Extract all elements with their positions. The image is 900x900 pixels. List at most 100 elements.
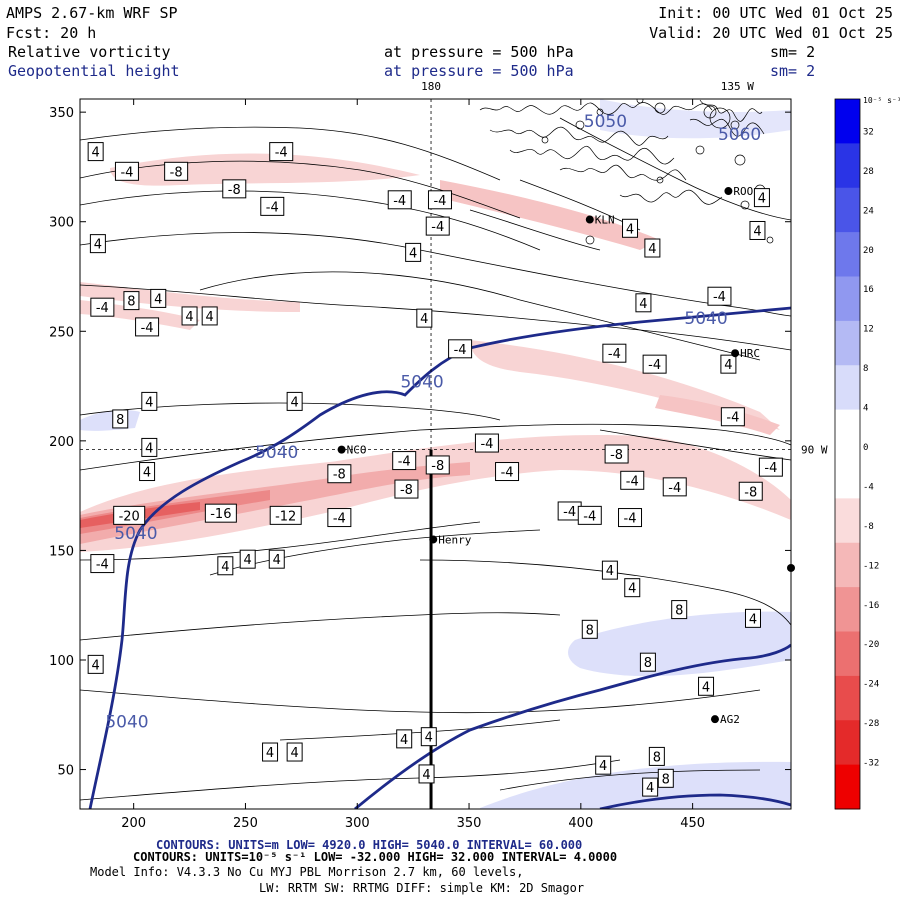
vorticity-label-text: 4 bbox=[606, 564, 614, 579]
vorticity-label-text: -8 bbox=[610, 448, 623, 463]
vorticity-label-text: -4 bbox=[626, 474, 639, 489]
station-marker: ROO bbox=[724, 185, 753, 198]
vorticity-label-box bbox=[753, 188, 770, 208]
vorticity-label-box bbox=[420, 727, 437, 747]
colorbar-label: -8 bbox=[863, 522, 874, 532]
height-label: 5040 bbox=[114, 524, 157, 544]
vorticity-label: -4 bbox=[90, 297, 115, 317]
vorticity-label-box bbox=[260, 196, 285, 216]
vorticity-label: -4 bbox=[602, 343, 627, 363]
vorticity-label-box bbox=[222, 179, 247, 199]
vorticity-label-text: -8 bbox=[170, 165, 183, 180]
top-axis-label: 135 W bbox=[721, 80, 754, 93]
field2-level: at pressure = 500 hPa bbox=[384, 62, 574, 80]
forecast-hour: Fcst: 20 h bbox=[6, 24, 96, 42]
height-label: 5050 bbox=[584, 112, 627, 132]
colorbar-segment bbox=[835, 631, 860, 677]
vorticity-label-text: 4 bbox=[92, 146, 100, 161]
colorbar-segment bbox=[835, 498, 860, 544]
vorticity-label-box bbox=[642, 354, 667, 374]
colorbar-label: 4 bbox=[863, 404, 868, 414]
vorticity-label: 4 bbox=[217, 556, 234, 576]
footer-vorticity-contours: CONTOURS: UNITS=10⁻⁵ s⁻¹ LOW= -32.000 HI… bbox=[133, 850, 617, 864]
vorticity-label: 4 bbox=[624, 578, 641, 598]
vorticity-label-box bbox=[112, 409, 129, 429]
vorticity-label: -4 bbox=[327, 508, 352, 528]
vorticity-label: -8 bbox=[222, 179, 247, 199]
station-marker: Henry bbox=[429, 533, 472, 546]
vorticity-label-box bbox=[758, 457, 783, 477]
vorticity-label-box bbox=[392, 451, 417, 471]
vorticity-label-text: -4 bbox=[668, 481, 681, 496]
vorticity-label-text: -8 bbox=[333, 468, 346, 483]
vorticity-label-text: 4 bbox=[145, 441, 153, 456]
vorticity-label-text: -4 bbox=[726, 411, 739, 426]
vorticity-label: 4 bbox=[89, 234, 106, 254]
vorticity-label-text: 4 bbox=[143, 466, 151, 481]
y-tick-label: 100 bbox=[49, 654, 74, 669]
colorbar-segment bbox=[835, 764, 860, 810]
vorticity-label-box bbox=[141, 437, 158, 457]
vorticity-label: 4 bbox=[749, 220, 766, 240]
vorticity-label: -4 bbox=[260, 196, 285, 216]
colorbar-label: 20 bbox=[863, 246, 874, 256]
vorticity-label-text: 4 bbox=[409, 246, 417, 261]
station-label: KLN bbox=[595, 214, 615, 227]
station-dot bbox=[724, 187, 733, 196]
vorticity-label: -20 bbox=[113, 505, 146, 525]
vorticity-label-box bbox=[427, 190, 452, 210]
field1-level: at pressure = 500 hPa bbox=[384, 43, 574, 61]
vorticity-label-text: -4 bbox=[433, 194, 446, 209]
y-tick-label: 150 bbox=[49, 544, 74, 559]
vorticity-label: -12 bbox=[269, 505, 302, 525]
vorticity-label: -4 bbox=[620, 470, 645, 490]
vorticity-label-box bbox=[738, 481, 763, 501]
colorbar-segment bbox=[835, 409, 860, 455]
vorticity-label: 4 bbox=[644, 238, 661, 258]
vorticity-label: -8 bbox=[604, 444, 629, 464]
x-tick-label: 300 bbox=[345, 816, 370, 831]
colorbar-segment bbox=[835, 675, 860, 721]
vorticity-label-text: 8 bbox=[127, 295, 135, 310]
vorticity-label-text: -4 bbox=[120, 165, 133, 180]
colorbar-label: 28 bbox=[863, 167, 874, 177]
vorticity-label: 4 bbox=[601, 560, 618, 580]
noisy-contours bbox=[479, 99, 774, 245]
vorticity-label: 8 bbox=[112, 409, 129, 429]
vorticity-label-box bbox=[618, 508, 643, 528]
vorticity-label: 8 bbox=[648, 746, 665, 766]
vorticity-label: 8 bbox=[123, 291, 140, 311]
station-dot bbox=[337, 445, 346, 454]
colorbar-label: -16 bbox=[863, 601, 879, 611]
vorticity-label-text: 4 bbox=[648, 242, 656, 257]
footer-model-info: Model Info: V4.3.3 No Cu MYJ PBL Morriso… bbox=[90, 865, 523, 879]
vorticity-label-box bbox=[707, 286, 732, 306]
vorticity-label-box bbox=[620, 470, 645, 490]
station-marker: KLN bbox=[585, 214, 615, 227]
vorticity-label-text: -4 bbox=[266, 200, 279, 215]
vorticity-label-box bbox=[239, 549, 256, 569]
vorticity-label-box bbox=[635, 293, 652, 313]
height-labels: 5040 5040 5040 5040 5040 5050 5060 bbox=[105, 112, 761, 732]
vorticity-label-box bbox=[671, 600, 688, 620]
vorticity-label-text: 4 bbox=[420, 312, 428, 327]
colorbar-segment bbox=[835, 276, 860, 322]
station-dot bbox=[731, 349, 740, 358]
vorticity-label-text: -4 bbox=[275, 146, 288, 161]
vorticity-label: 4 bbox=[753, 188, 770, 208]
station-dot bbox=[429, 535, 438, 544]
vorticity-label-text: 4 bbox=[400, 733, 408, 748]
vorticity-label-box bbox=[405, 242, 422, 262]
vorticity-label: 4 bbox=[286, 742, 303, 762]
vorticity-label-box bbox=[474, 433, 499, 453]
top-axis-label: 180 bbox=[421, 80, 441, 93]
colorbar-label: 8 bbox=[863, 364, 868, 374]
vorticity-label-box bbox=[744, 608, 761, 628]
colorbar-segment bbox=[835, 542, 860, 588]
vorticity-label-text: 4 bbox=[628, 582, 636, 597]
vorticity-label: 4 bbox=[286, 391, 303, 411]
vorticity-label-text: -4 bbox=[141, 321, 154, 336]
vorticity-label: 4 bbox=[239, 549, 256, 569]
